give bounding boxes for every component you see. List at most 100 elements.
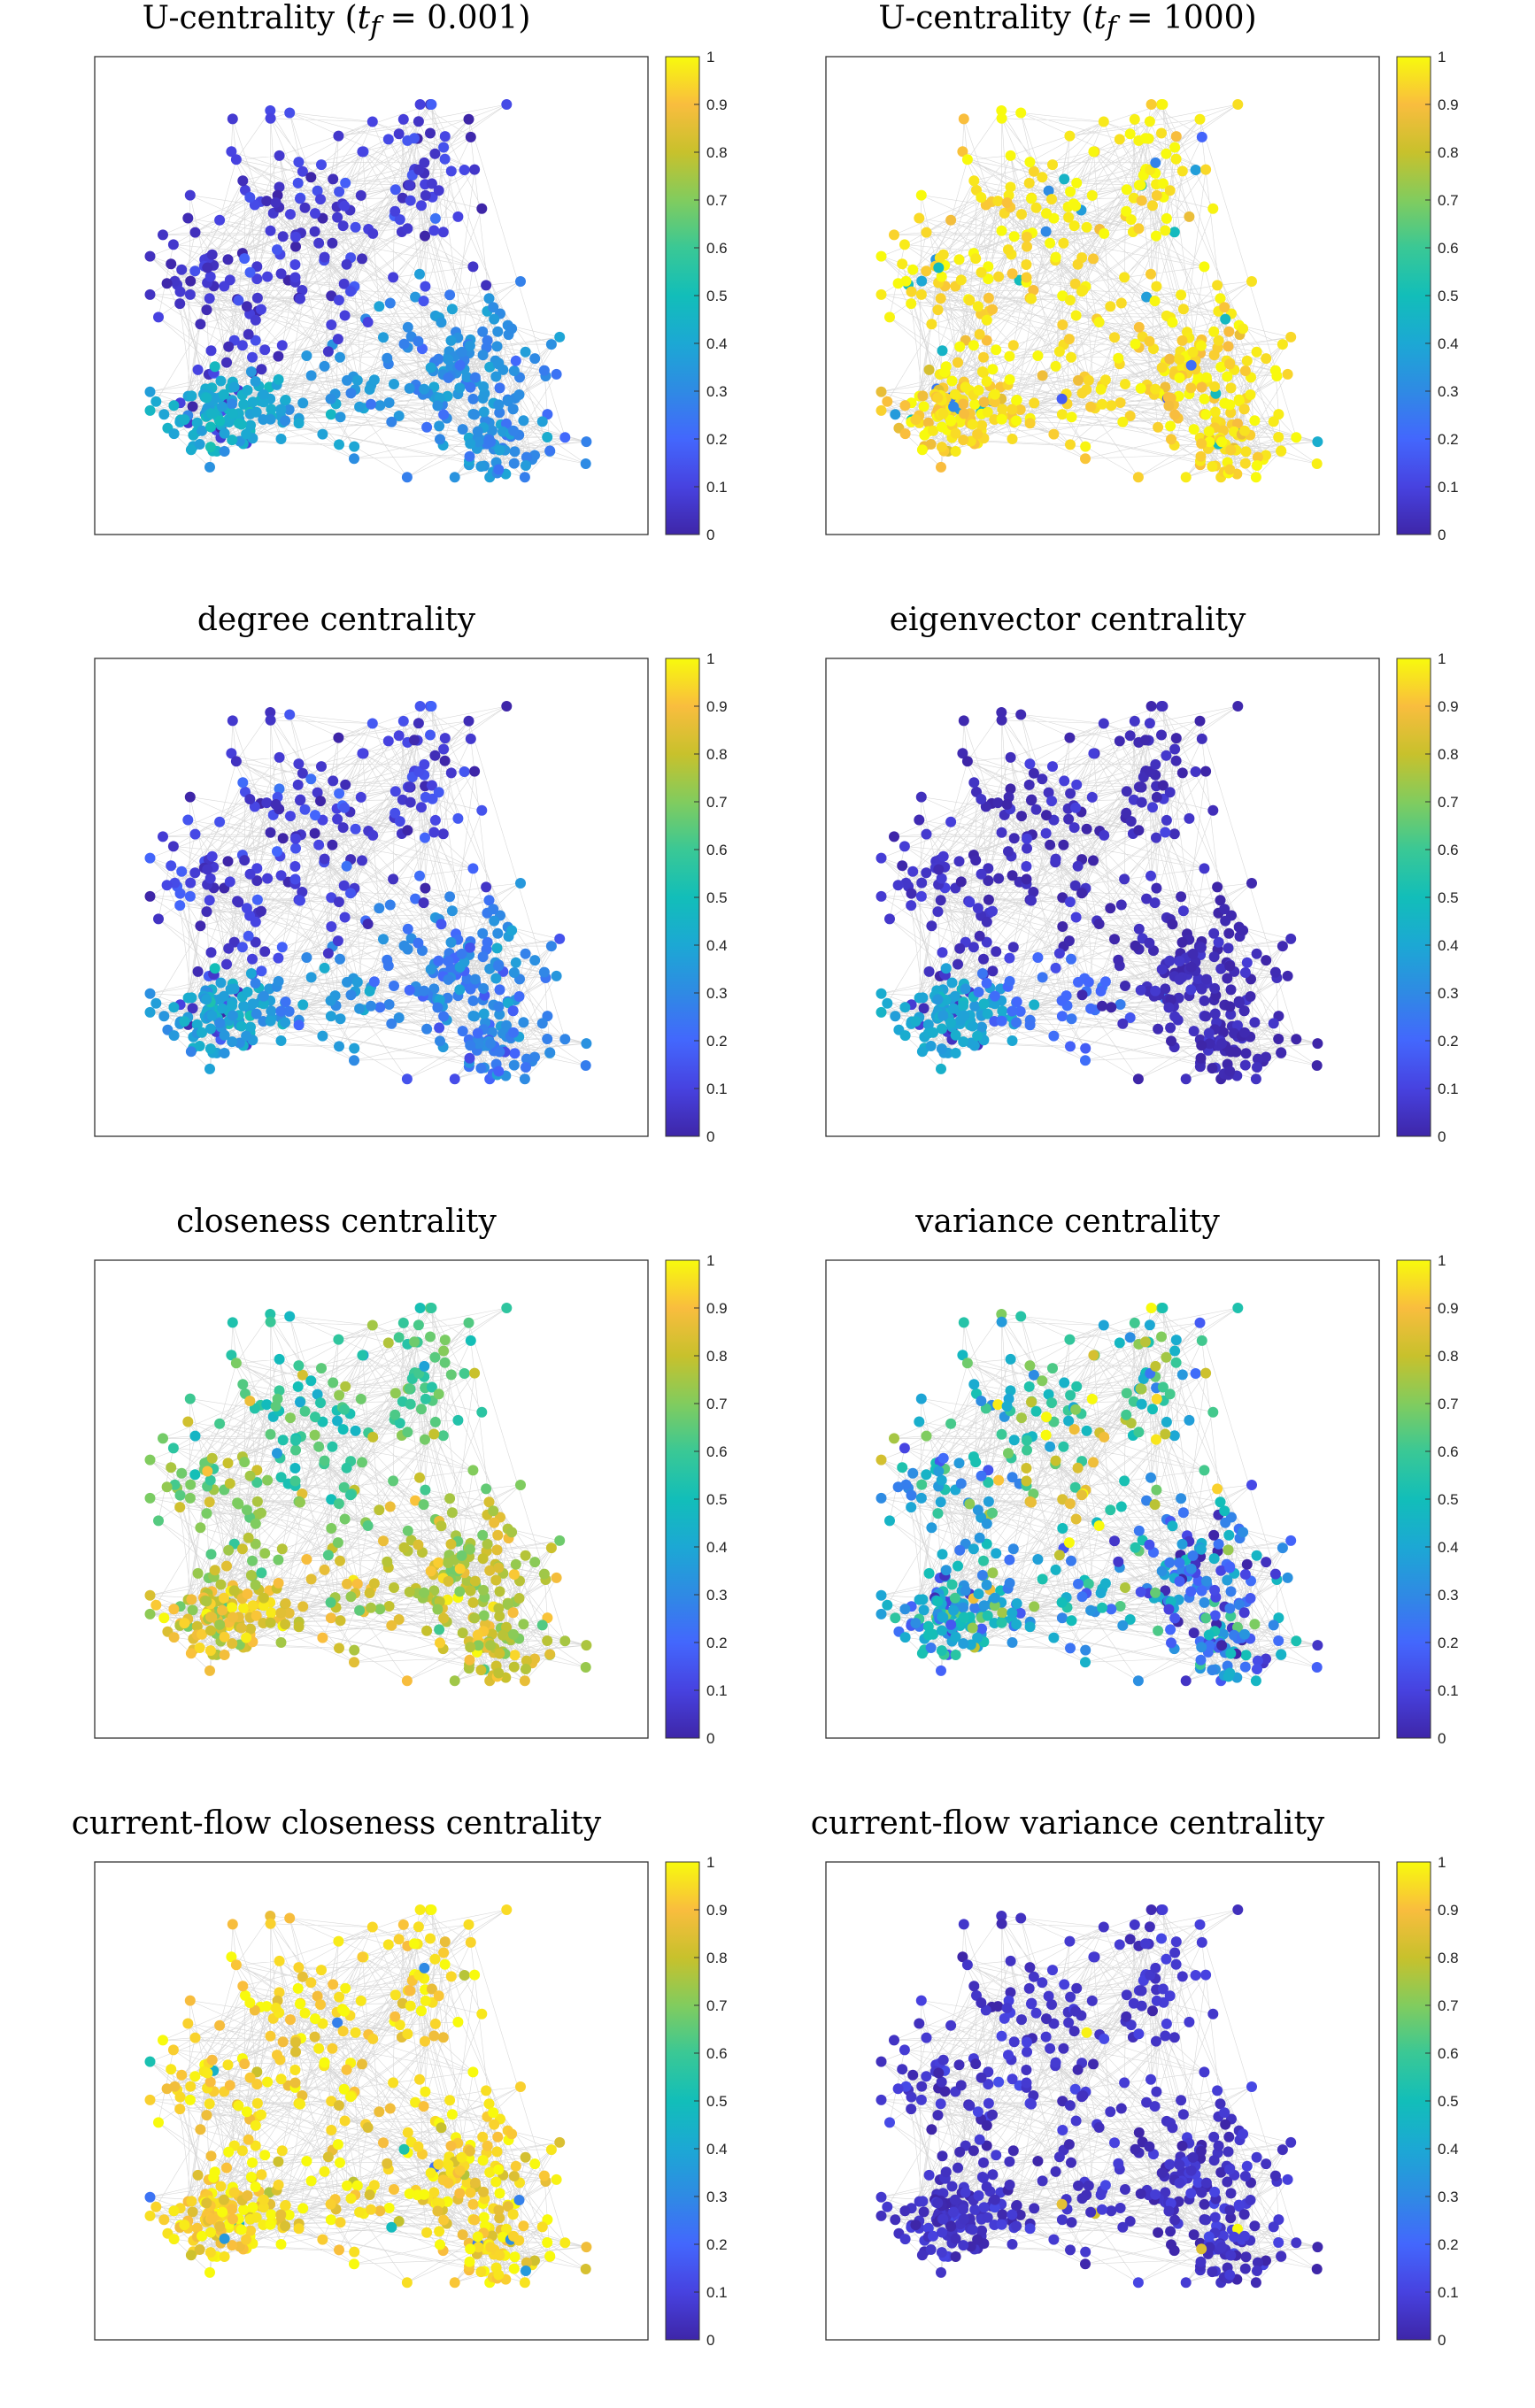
node-point — [1151, 2086, 1162, 2097]
node-point — [1232, 1621, 1243, 1633]
node-point — [949, 1592, 960, 1604]
node-point — [1050, 360, 1061, 372]
node-point — [983, 1477, 994, 1489]
node-point — [265, 1309, 276, 1319]
node-point — [414, 870, 425, 881]
node-point — [1064, 295, 1076, 306]
node-point — [1170, 755, 1182, 766]
node-point — [1063, 334, 1075, 345]
node-point — [1291, 2237, 1302, 2249]
node-point — [247, 351, 258, 363]
node-point — [1232, 1303, 1244, 1313]
node-point — [239, 2058, 251, 2070]
node-point — [519, 2277, 530, 2289]
node-point — [319, 251, 330, 263]
network-nodes — [875, 99, 1323, 483]
node-point — [989, 2194, 1000, 2205]
node-point — [1145, 1303, 1157, 1313]
node-point — [469, 409, 481, 420]
node-point — [345, 1489, 356, 1501]
node-point — [1151, 1484, 1162, 1496]
node-point — [265, 827, 276, 838]
node-point — [168, 1604, 180, 1615]
node-point — [402, 2127, 413, 2138]
node-point — [1004, 373, 1015, 385]
colorbar-tick-label: 0.8 — [706, 144, 728, 161]
node-point — [1043, 1389, 1054, 1400]
node-point — [167, 841, 179, 852]
node-point — [1268, 2221, 1279, 2233]
node-point — [1124, 411, 1136, 421]
node-point — [1115, 899, 1127, 911]
node-point — [961, 1358, 973, 1369]
node-point — [1200, 1969, 1212, 1981]
node-point — [1215, 2098, 1226, 2110]
node-point — [245, 2225, 256, 2236]
node-point — [1215, 963, 1227, 974]
panel-title: degree centrality — [197, 602, 476, 638]
node-point — [251, 894, 263, 905]
node-point — [374, 2106, 385, 2118]
node-point — [961, 1959, 973, 1971]
node-point — [245, 366, 257, 377]
node-point — [1125, 816, 1137, 827]
node-point — [1024, 1360, 1036, 1372]
node-point — [1085, 2206, 1097, 2218]
node-point — [245, 1570, 257, 1581]
node-point — [1246, 2081, 1257, 2092]
node-point — [262, 271, 274, 282]
node-point — [925, 439, 937, 450]
node-point — [244, 2072, 256, 2083]
node-point — [1073, 374, 1084, 386]
node-point — [945, 415, 957, 427]
node-point — [326, 1494, 337, 1505]
node-point — [333, 896, 344, 908]
node-point — [976, 1623, 987, 1635]
node-point — [204, 442, 216, 453]
node-point — [374, 903, 385, 914]
node-point — [262, 1474, 274, 1486]
node-point — [1098, 1319, 1109, 1331]
node-point — [1043, 787, 1054, 798]
node-point — [144, 988, 156, 999]
node-point — [445, 165, 457, 177]
node-point — [1225, 1586, 1237, 1597]
node-point — [419, 758, 430, 770]
colorbar-tick-label: 0.4 — [706, 335, 728, 352]
node-point — [161, 1481, 173, 1493]
colorbar-tick-label: 0.7 — [1438, 794, 1459, 811]
node-point — [284, 709, 296, 720]
node-point — [937, 1625, 947, 1636]
node-point — [245, 2172, 257, 2182]
node-point — [513, 2195, 525, 2205]
node-point — [195, 920, 206, 932]
colorbar-tick-label: 0.8 — [706, 1348, 728, 1365]
node-point — [494, 1648, 505, 1659]
node-point — [972, 428, 983, 440]
node-point — [233, 2100, 244, 2112]
node-point — [355, 1995, 366, 2006]
node-point — [1238, 2209, 1250, 2220]
node-point — [989, 396, 1000, 408]
node-point — [501, 2223, 512, 2235]
node-point — [341, 860, 352, 872]
node-point — [293, 1962, 305, 1973]
node-point — [456, 1550, 467, 1561]
node-point — [1105, 2106, 1116, 2118]
node-point — [1157, 99, 1169, 110]
node-point — [185, 444, 197, 456]
node-point — [483, 2098, 495, 2110]
node-point — [334, 439, 344, 450]
node-point — [914, 212, 925, 224]
colorbar-tick-label: 0.6 — [706, 1443, 728, 1460]
node-point — [921, 1430, 932, 1442]
node-point — [382, 954, 393, 966]
node-point — [420, 1434, 430, 1445]
node-point — [452, 2016, 464, 2027]
node-point — [374, 301, 385, 312]
node-point — [1135, 1586, 1146, 1597]
node-point — [418, 1499, 429, 1511]
node-point — [1196, 438, 1207, 450]
node-point — [284, 107, 296, 119]
node-point — [580, 1662, 591, 1673]
